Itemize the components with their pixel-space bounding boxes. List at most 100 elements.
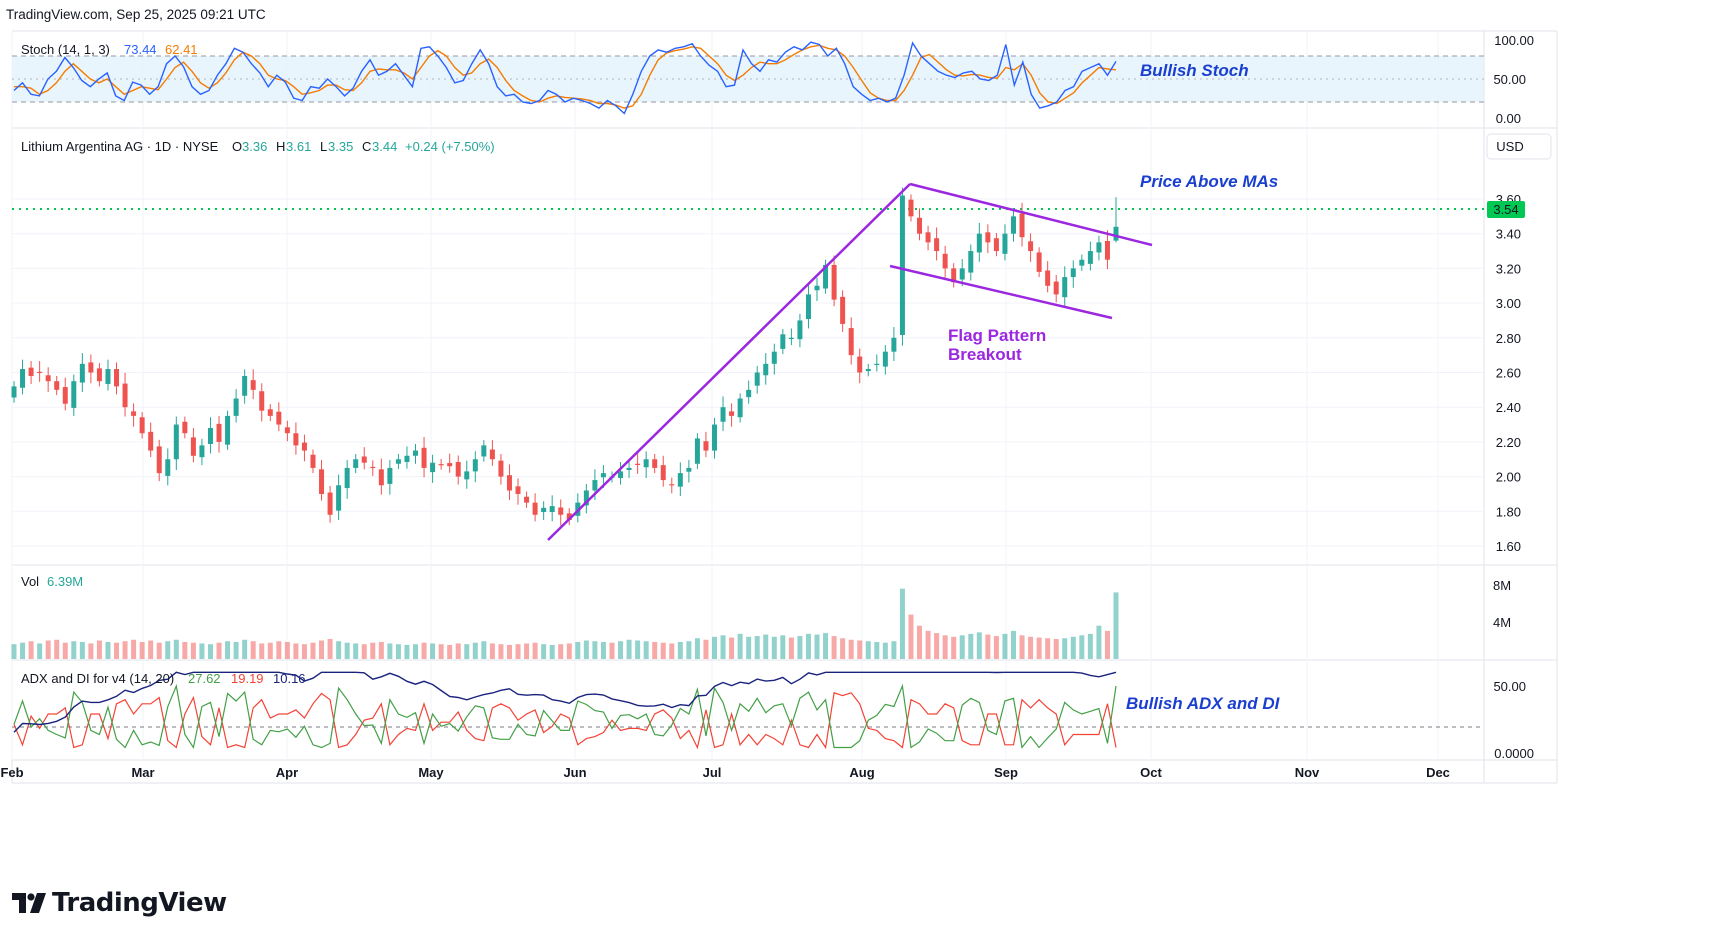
volume-bar (703, 639, 709, 659)
volume-bar (1079, 635, 1085, 659)
volume-bar (823, 633, 829, 659)
candle-body (105, 369, 111, 384)
volume-bar (771, 636, 777, 659)
volume-bar (45, 640, 51, 659)
candle-body (327, 492, 333, 515)
stoch-axis-50: 50.00 (1493, 72, 1526, 87)
volume-bar (20, 642, 26, 659)
candle-body (37, 371, 43, 374)
candle-body (216, 423, 222, 442)
candle-body (831, 264, 837, 300)
volume-bar (1053, 639, 1059, 659)
volume-bar (327, 639, 333, 659)
time-axis-label: Dec (1426, 765, 1450, 780)
ohlc-h: 3.61 (286, 139, 311, 154)
candle-body (293, 433, 299, 446)
volume-bar (28, 641, 34, 659)
volume-bar (79, 641, 85, 659)
candle-body (1010, 216, 1016, 234)
tradingview-logo[interactable]: TradingView (12, 888, 227, 918)
time-axis-label: Apr (276, 765, 298, 780)
stoch-annotation: Bullish Stoch (1140, 61, 1249, 80)
volume-bar (489, 643, 495, 659)
candle-body (310, 454, 316, 468)
volume-bar (276, 641, 282, 659)
candle-body (976, 233, 982, 253)
candle-body (361, 456, 367, 463)
price-axis-label: 3.20 (1496, 261, 1521, 276)
candle-body (908, 199, 914, 217)
time-axis-label: Jul (703, 765, 722, 780)
volume-bar (165, 641, 171, 659)
stoch-band (12, 56, 1484, 102)
volume-bar (498, 644, 504, 659)
volume-bar (942, 635, 948, 659)
volume-axis-4m: 4M (1493, 615, 1511, 630)
candle-body (840, 296, 846, 324)
volume-bar (558, 644, 564, 659)
volume-bar (11, 644, 17, 659)
volume-bar (882, 642, 888, 659)
candle-body (71, 381, 77, 408)
volume-bar (62, 642, 68, 659)
adx-axis-0: 0.0000 (1494, 746, 1534, 761)
volume-bar (549, 644, 555, 659)
candle-body (1087, 251, 1093, 264)
volume-bar (908, 614, 914, 659)
volume-bar (865, 641, 871, 659)
candle-body (711, 424, 717, 451)
candle-body (267, 409, 273, 416)
volume-bar (96, 640, 102, 659)
volume-bar (353, 643, 359, 659)
candle-body (669, 484, 675, 486)
adx-minus-di-line (13, 692, 1117, 750)
candle-body (703, 441, 709, 451)
flag-lower-line (889, 264, 1113, 320)
volume-bar (404, 644, 410, 659)
candle-body (114, 369, 120, 387)
volume-bar (71, 641, 77, 659)
volume-bar (711, 636, 717, 659)
volume-bar (985, 634, 991, 659)
candle-body (558, 507, 564, 515)
flag-annotation-line1: Flag Pattern (948, 326, 1046, 345)
candle-body (472, 459, 478, 472)
volume-bar (54, 639, 60, 659)
candle-body (1079, 259, 1085, 266)
volume-bar (455, 643, 461, 659)
candle-body (344, 467, 350, 489)
volume-bar (114, 642, 120, 659)
stoch-axis-100: 100.00 (1494, 33, 1534, 48)
ohlc-o: 3.36 (242, 139, 267, 154)
volume-bar (190, 642, 196, 659)
currency-button[interactable] (1486, 133, 1552, 160)
volume-bar (763, 634, 769, 659)
candle-body (780, 334, 786, 349)
time-axis-label: Nov (1295, 765, 1320, 780)
time-axis-label: Oct (1140, 765, 1162, 780)
candle-body (122, 383, 128, 408)
volume-bar (635, 640, 641, 659)
volume-bar (387, 643, 393, 659)
volume-bar (660, 642, 666, 659)
volume-bar (105, 641, 111, 659)
candle-body (430, 462, 436, 473)
volume-bar (566, 643, 572, 659)
volume-bar (156, 642, 162, 659)
volume-bar (643, 641, 649, 659)
volume-bar (88, 643, 94, 659)
volume-bar (395, 644, 401, 659)
candle-body (959, 268, 965, 280)
candle-body (378, 469, 384, 486)
candle-body (139, 417, 145, 434)
volume-bar (301, 644, 307, 659)
candle-body (28, 367, 34, 376)
candle-body (190, 437, 196, 456)
volume-bar (1002, 633, 1008, 659)
adx-value-1: 27.62 (188, 671, 221, 686)
chart-source-header: TradingView.com, Sep 25, 2025 09:21 UTC (6, 7, 266, 22)
volume-bar (874, 641, 880, 659)
candle-body (635, 463, 641, 465)
volume-bar (284, 641, 290, 659)
